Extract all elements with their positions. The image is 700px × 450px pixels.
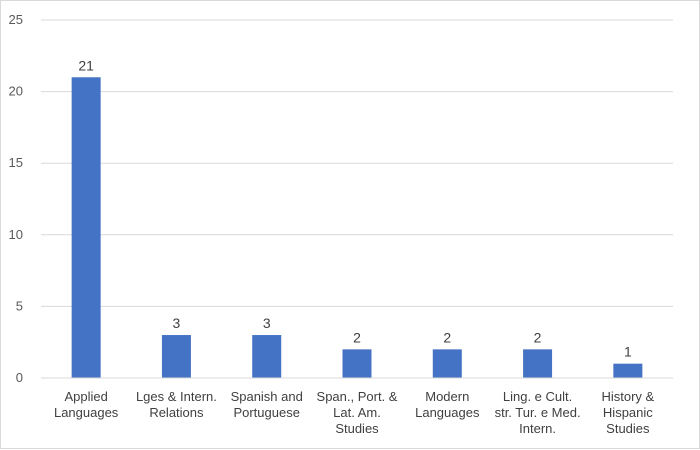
category-label-line: History &	[601, 389, 654, 404]
category-label: Modern Languages	[415, 389, 480, 420]
bar	[613, 363, 643, 378]
category-label-line: Lges & Intern.	[136, 389, 217, 404]
category-label-line: str. Tur. e Med.	[495, 405, 581, 420]
y-tick-label: 5	[16, 298, 23, 313]
bar	[432, 349, 462, 378]
category-label-line: Modern	[425, 389, 469, 404]
category-label: Lges & Intern. Relations	[136, 389, 217, 420]
category-label-line: Portuguese	[233, 405, 300, 420]
gridlines	[41, 19, 673, 307]
category-label-line: Studies	[606, 421, 650, 436]
data-label: 3	[263, 315, 271, 331]
bar	[252, 335, 282, 378]
data-label: 1	[624, 344, 632, 360]
category-label: Spanish and Portuguese	[231, 389, 303, 420]
category-label: History & Hispanic Studies	[601, 389, 654, 436]
bar	[71, 77, 101, 378]
bars	[71, 77, 643, 378]
category-label-line: Relations	[149, 405, 204, 420]
category-label-line: Spanish and	[231, 389, 303, 404]
category-label-line: Span., Port. &	[317, 389, 398, 404]
category-label-line: Studies	[335, 421, 379, 436]
bar	[523, 349, 553, 378]
category-label: Applied Languages	[54, 389, 119, 420]
y-tick-label: 25	[9, 12, 23, 27]
y-tick-label: 10	[9, 227, 23, 242]
data-label: 2	[534, 329, 542, 345]
bar	[161, 335, 191, 378]
category-label-line: Applied	[64, 389, 107, 404]
y-tick-label: 0	[16, 370, 23, 385]
category-label-line: Intern.	[519, 421, 556, 436]
y-tick-label: 15	[9, 155, 23, 170]
data-label: 2	[353, 329, 361, 345]
category-label-line: Hispanic	[603, 405, 653, 420]
y-axis-ticks: 0 5 10 15 20 25	[9, 12, 23, 385]
category-label-line: Languages	[54, 405, 119, 420]
category-label-line: Languages	[415, 405, 480, 420]
category-label: Ling. e Cult. str. Tur. e Med. Intern.	[495, 389, 581, 436]
category-label-line: Ling. e Cult.	[503, 389, 572, 404]
bar	[342, 349, 372, 378]
data-label: 21	[78, 57, 94, 73]
data-label: 2	[443, 329, 451, 345]
y-tick-label: 20	[9, 84, 23, 99]
data-label: 3	[173, 315, 181, 331]
category-label: Span., Port. & Lat. Am. Studies	[317, 389, 398, 436]
category-label-line: Lat. Am.	[333, 405, 381, 420]
data-labels: 213 32 2 21	[78, 57, 632, 359]
